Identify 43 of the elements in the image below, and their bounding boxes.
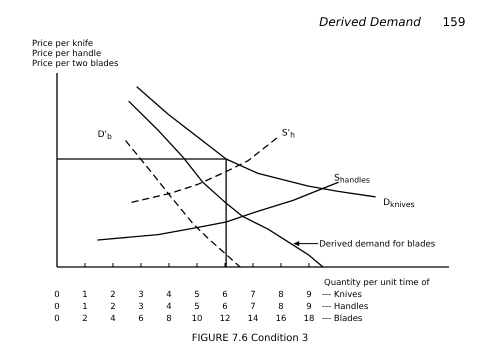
x-tick-label: 9 xyxy=(306,290,312,300)
text: 0 xyxy=(54,302,60,312)
text: 4 xyxy=(166,302,172,312)
x2-tick-label: 8 xyxy=(166,314,172,324)
x-tick-label: 2 xyxy=(110,290,116,300)
x-tick-label: 5 xyxy=(194,290,200,300)
text: 1 xyxy=(82,302,88,312)
text: 6 xyxy=(222,302,228,312)
x2-axis-title: --- Blades xyxy=(322,314,363,324)
x2-tick-label: 2 xyxy=(82,314,88,324)
series-label: D$_{knives}$ xyxy=(383,198,415,210)
text: 5 xyxy=(194,302,200,312)
text: Derived Demand xyxy=(319,15,422,29)
caption: FIGURE 7.6 Condition 3 xyxy=(192,333,308,344)
x2-tick-label: 16 xyxy=(276,314,286,324)
x2-tick-label: 18 xyxy=(304,314,314,324)
text: --- Handles xyxy=(322,302,369,312)
text: --- Knives xyxy=(322,290,362,300)
annotation: Derived demand for blades xyxy=(319,240,436,250)
text: 9 xyxy=(306,302,312,312)
text: 3 xyxy=(138,302,144,312)
text: 2 xyxy=(110,302,116,312)
text: 8 xyxy=(278,302,284,312)
x-tick-label: 1 xyxy=(82,290,88,300)
text: 7 xyxy=(250,302,256,312)
x-tick-label: 7 xyxy=(250,290,256,300)
x2-tick-label: 10 xyxy=(192,314,202,324)
x-axis-title: Quantity per unit time of xyxy=(324,278,431,288)
x2-tick-label: 12 xyxy=(220,314,230,324)
x2-tick-label: 6 xyxy=(138,314,144,324)
series-label: S$_{handles}$ xyxy=(334,173,370,185)
x2-tick-label: 14 xyxy=(248,314,258,324)
series-label: S'$_{h}$ xyxy=(282,128,296,140)
x2-tick-label: 0 xyxy=(54,314,60,324)
series-label: D'$_{b}$ xyxy=(98,130,112,142)
x-tick-label: 3 xyxy=(138,290,144,300)
x-tick-label: 0 xyxy=(54,290,60,300)
y-axis-title: Price per knife Price per handle Price per two blades xyxy=(32,39,120,69)
x-tick-label: 6 xyxy=(222,290,228,300)
x-tick-label: 4 xyxy=(166,290,172,300)
x-tick-label: 8 xyxy=(278,290,284,300)
x2-tick-label: 4 xyxy=(110,314,116,324)
text: 159 xyxy=(442,15,466,29)
